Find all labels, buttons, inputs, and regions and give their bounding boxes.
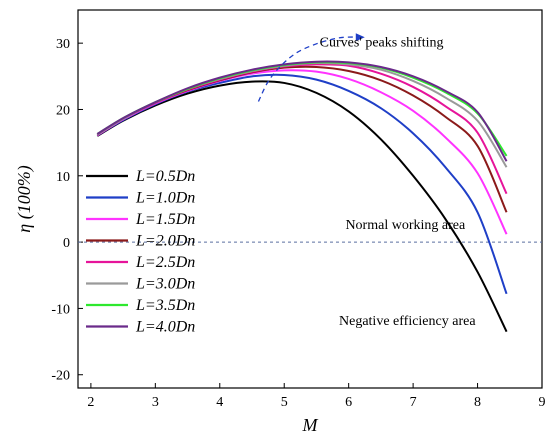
y-tick-label: -10 (51, 302, 70, 317)
legend: L=0.5Dn L=1.0Dn L=1.5Dn L=2.0Dn L=2.5Dn L=3.0… (86, 168, 195, 336)
peak-shift-arrow (257, 33, 365, 102)
legend-label: L=4.0Dn (135, 319, 195, 336)
legend-label: L=0.5Dn (135, 168, 195, 185)
x-tick-label: 6 (345, 395, 352, 410)
series-line-L=0.5Dn (96, 80, 508, 333)
annotation-text: Curves' peaks shifting (320, 35, 444, 50)
series-lines (96, 60, 508, 333)
plot-frame (77, 9, 543, 389)
series-line-L=4.0Dn (96, 60, 508, 162)
legend-label: L=2.0Dn (135, 233, 195, 250)
x-tick-label: 7 (410, 395, 417, 410)
x-tick-label: 2 (87, 395, 94, 410)
x-axis-ticks: 2 3 4 5 6 7 8 9 (87, 383, 546, 410)
legend-label: L=2.5Dn (135, 254, 195, 271)
y-tick-label: 30 (56, 37, 70, 52)
chart-annotations: Curves' peaks shifting Normal working are… (320, 35, 477, 329)
y-axis-ticks: -20 -10 0 10 20 30 (51, 37, 83, 384)
x-tick-label: 8 (474, 395, 481, 410)
legend-label: L=3.0Dn (135, 276, 195, 293)
annotation-text: Normal working area (345, 218, 466, 233)
y-tick-label: 10 (56, 170, 70, 185)
legend-label: L=1.0Dn (135, 190, 195, 207)
legend-label: L=3.5Dn (135, 297, 195, 314)
peak-shift-arrow-head (355, 33, 365, 42)
annotation-text: Negative efficiency area (339, 314, 476, 329)
y-tick-label: -20 (51, 369, 70, 384)
x-axis-title: M (302, 415, 319, 435)
y-tick-label: 20 (56, 103, 70, 118)
y-axis-title: η (100%) (14, 165, 35, 232)
x-tick-label: 9 (539, 395, 546, 410)
series-line-L=1.5Dn (96, 69, 508, 235)
y-tick-label: 0 (63, 236, 70, 251)
legend-label: L=1.5Dn (135, 211, 195, 228)
peak-shift-arrow-line (257, 36, 365, 102)
series-line-L=3.0Dn (96, 61, 508, 168)
x-tick-label: 4 (216, 395, 223, 410)
x-tick-label: 3 (152, 395, 159, 410)
plot-area-border (77, 9, 543, 389)
x-tick-label: 5 (281, 395, 288, 410)
